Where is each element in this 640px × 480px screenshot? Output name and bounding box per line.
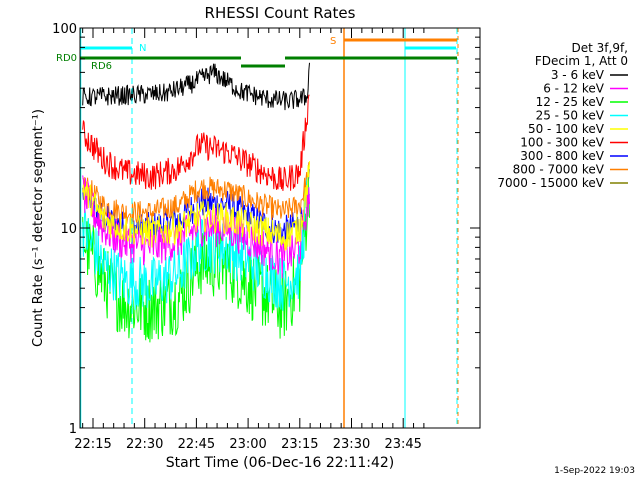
x-axis: 22:15 22:30 22:45 23:00 23:15 23:30 23:45 <box>74 28 425 452</box>
legend-label-25-50-kev: 25 - 50 keV <box>536 109 605 123</box>
legend-header-line-2: FDecim 1, Att 0 <box>535 54 628 68</box>
series-line-3-6-kev <box>82 62 310 111</box>
x-tick-label: 23:15 <box>281 437 318 452</box>
x-tick-label: 22:30 <box>126 437 163 452</box>
legend-header-line-1: Det 3f,9f, <box>572 41 629 55</box>
rd0-label: RD0 <box>56 53 77 64</box>
x-tick-label: 23:00 <box>229 437 266 452</box>
series-line-50-100-kev <box>82 161 310 251</box>
y-tick-label: 1 <box>69 422 77 437</box>
series-line-25-50-kev <box>82 177 310 311</box>
night-label: N <box>139 43 146 54</box>
legend-label-12-25-kev: 12 - 25 keV <box>536 95 605 109</box>
y-axis-label: Count Rate (s⁻¹ detector segment⁻¹) <box>31 109 46 347</box>
timestamp: 1-Sep-2022 19:03 <box>554 466 635 476</box>
x-tick-label: 23:30 <box>333 437 370 452</box>
series-line-100-300-kev <box>82 94 310 191</box>
x-tick-label: 22:15 <box>74 437 111 452</box>
legend-label-800-7000-kev: 800 - 7000 keV <box>513 163 605 177</box>
rd6-label: RD6 <box>91 61 112 72</box>
legend-label-50-100-kev: 50 - 100 keV <box>528 122 605 136</box>
legend-label-100-300-kev: 100 - 300 keV <box>520 136 604 150</box>
plot-area: N S RD0 RD6 1 10 100 22:15 22:30 22:45 23:00 23:1… <box>52 22 481 452</box>
chart-title: RHESSI Count Rates <box>205 4 356 22</box>
legend-label-3-6-kev: 3 - 6 keV <box>551 68 605 82</box>
legend-label-6-12-kev: 6 - 12 keV <box>543 82 605 96</box>
x-tick-label: 23:45 <box>384 437 421 452</box>
legend-label-7000-15000-kev: 7000 - 15000 keV <box>497 176 604 190</box>
legend-label-300-800-kev: 300 - 800 keV <box>520 149 604 163</box>
y-tick-label: 100 <box>52 22 77 37</box>
x-axis-label: Start Time (06-Dec-16 22:11:42) <box>166 455 394 471</box>
series-layer <box>82 62 310 343</box>
y-tick-label: 10 <box>60 222 77 237</box>
y-axis: 1 10 100 <box>52 22 480 437</box>
saa-label: S <box>330 36 336 47</box>
x-tick-label: 22:45 <box>178 437 215 452</box>
